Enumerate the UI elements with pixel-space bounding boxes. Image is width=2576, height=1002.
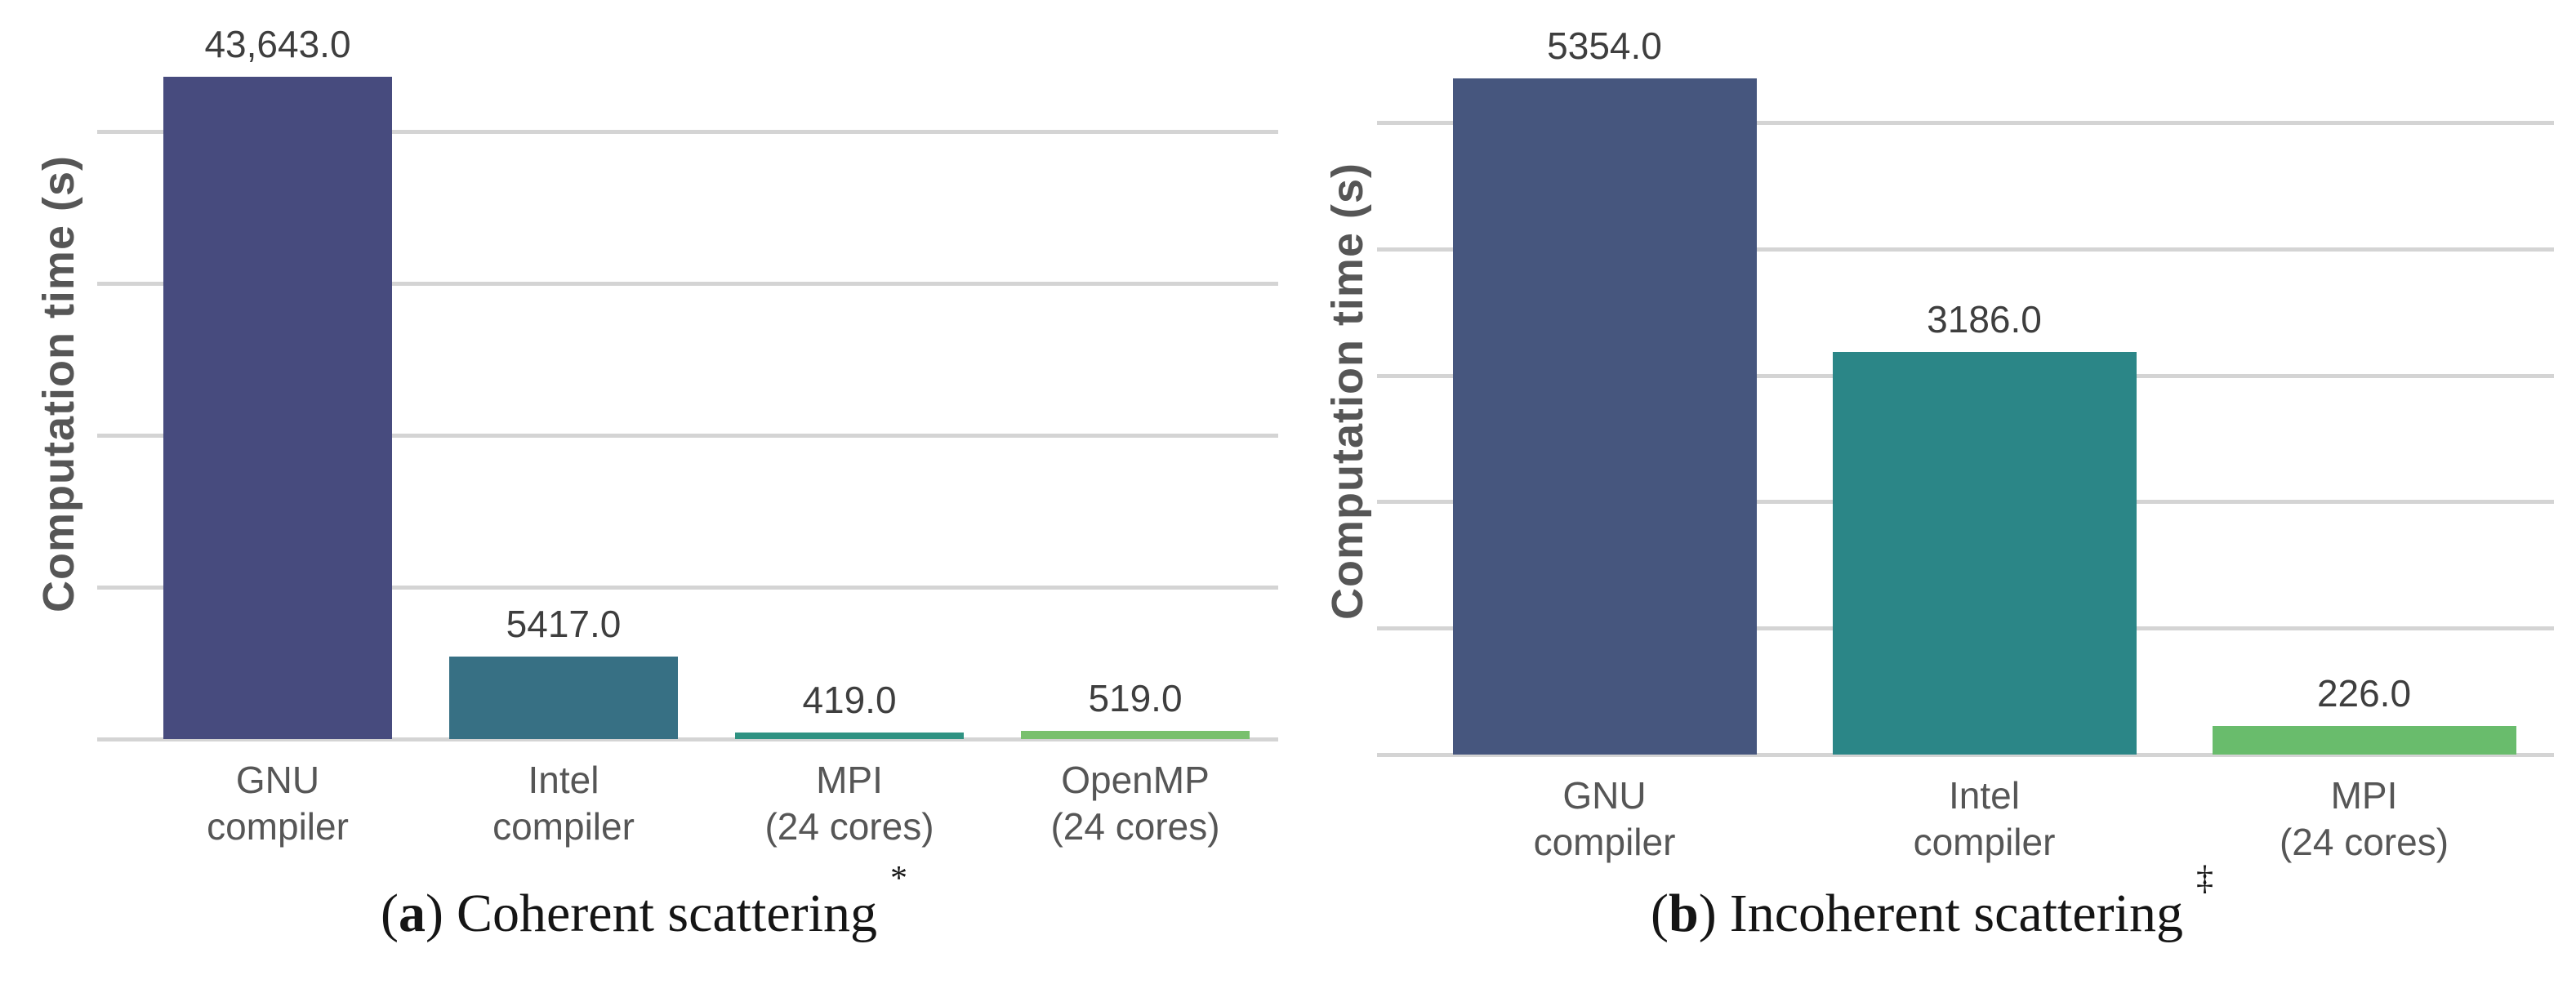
y-tick-mark-2000	[1377, 500, 1415, 505]
caption-text: Incoherent scattering	[1729, 884, 2183, 943]
y-tick-mark-20000	[97, 433, 135, 438]
gridline-y-30000	[135, 281, 1278, 286]
x-tick-label-mpi-24-cores: MPI (24 cores)	[2279, 774, 2449, 863]
bar-value-label-mpi-24-cores: 419.0	[802, 679, 897, 722]
gridline-y-0	[1415, 752, 2554, 757]
y-tick-mark-0	[1377, 752, 1415, 757]
bar-gnu-compiler	[1452, 78, 1757, 755]
bar-intel-compiler	[1832, 352, 2137, 755]
x-tick-label-intel-compiler: Intel compiler	[492, 759, 635, 848]
caption-letter: a	[399, 884, 426, 943]
gridline-y-0	[135, 737, 1278, 741]
bar-mpi-24-cores	[2212, 726, 2516, 755]
gridline-y-20000	[135, 433, 1278, 438]
panel-caption: (a) Coherent scattering *	[0, 860, 1288, 945]
bar-value-label-gnu-compiler: 5354.0	[1547, 24, 1662, 68]
panel-caption: (b) Incoherent scattering ‡	[1288, 860, 2576, 945]
bar-value-label-openmp-24-cores: 519.0	[1088, 677, 1183, 720]
x-tick-label-openmp-24-cores: OpenMP (24 cores)	[1050, 759, 1220, 848]
y-tick-mark-10000	[97, 585, 135, 590]
panel-b-incoherent-scattering: Computation time (s) 5354.0 GNU compiler 3…	[1288, 0, 2576, 1002]
bar-value-label-intel-compiler: 3186.0	[1927, 298, 2042, 341]
x-tick-label-intel-compiler: Intel compiler	[1913, 774, 2056, 863]
panel-a-coherent-scattering: Computation time (s) 43,643.0 GNU compile…	[0, 23, 1288, 945]
y-tick-mark-1000	[1377, 626, 1415, 630]
bar-gnu-compiler	[163, 76, 392, 739]
y-tick-mark-4000	[1377, 247, 1415, 252]
bar-value-label-intel-compiler: 5417.0	[506, 603, 622, 646]
gridline-y-10000	[135, 585, 1278, 590]
x-tick-label-gnu-compiler: GNU compiler	[207, 759, 349, 848]
y-axis-label: Computation time (s)	[1323, 163, 1372, 620]
plot-area: 43,643.0 GNU compiler 5417.0 Intel compiler…	[97, 23, 1278, 848]
gridline-y-4000	[1415, 247, 2554, 252]
caption-letter: b	[1669, 884, 1699, 943]
gridline-y-40000	[135, 129, 1278, 134]
plot-area: 5354.0 GNU compiler 3186.0 Intel compiler 22…	[1377, 24, 2554, 863]
caption-index: (b)	[1651, 884, 1717, 943]
y-tick-mark-3000	[1377, 373, 1415, 378]
bar-intel-compiler	[449, 657, 678, 739]
caption-superscript: *	[889, 860, 907, 897]
caption-superscript: ‡	[2195, 860, 2213, 897]
x-tick-label-gnu-compiler: GNU compiler	[1533, 774, 1676, 863]
gridline-y-5000	[1415, 121, 2554, 126]
x-tick-label-mpi-24-cores: MPI (24 cores)	[764, 759, 934, 848]
bar-value-label-gnu-compiler: 43,643.0	[204, 22, 351, 65]
caption-text: Coherent scattering	[456, 884, 877, 943]
bar-value-label-mpi-24-cores: 226.0	[2316, 672, 2412, 715]
y-tick-mark-30000	[97, 281, 135, 286]
bar-openmp-24-cores	[1021, 731, 1250, 739]
bar-mpi-24-cores	[735, 733, 964, 739]
y-tick-mark-40000	[97, 129, 135, 134]
y-axis-label: Computation time (s)	[34, 155, 83, 612]
y-tick-mark-0	[97, 737, 135, 741]
y-tick-mark-5000	[1377, 121, 1415, 126]
caption-index: (a)	[381, 884, 443, 943]
